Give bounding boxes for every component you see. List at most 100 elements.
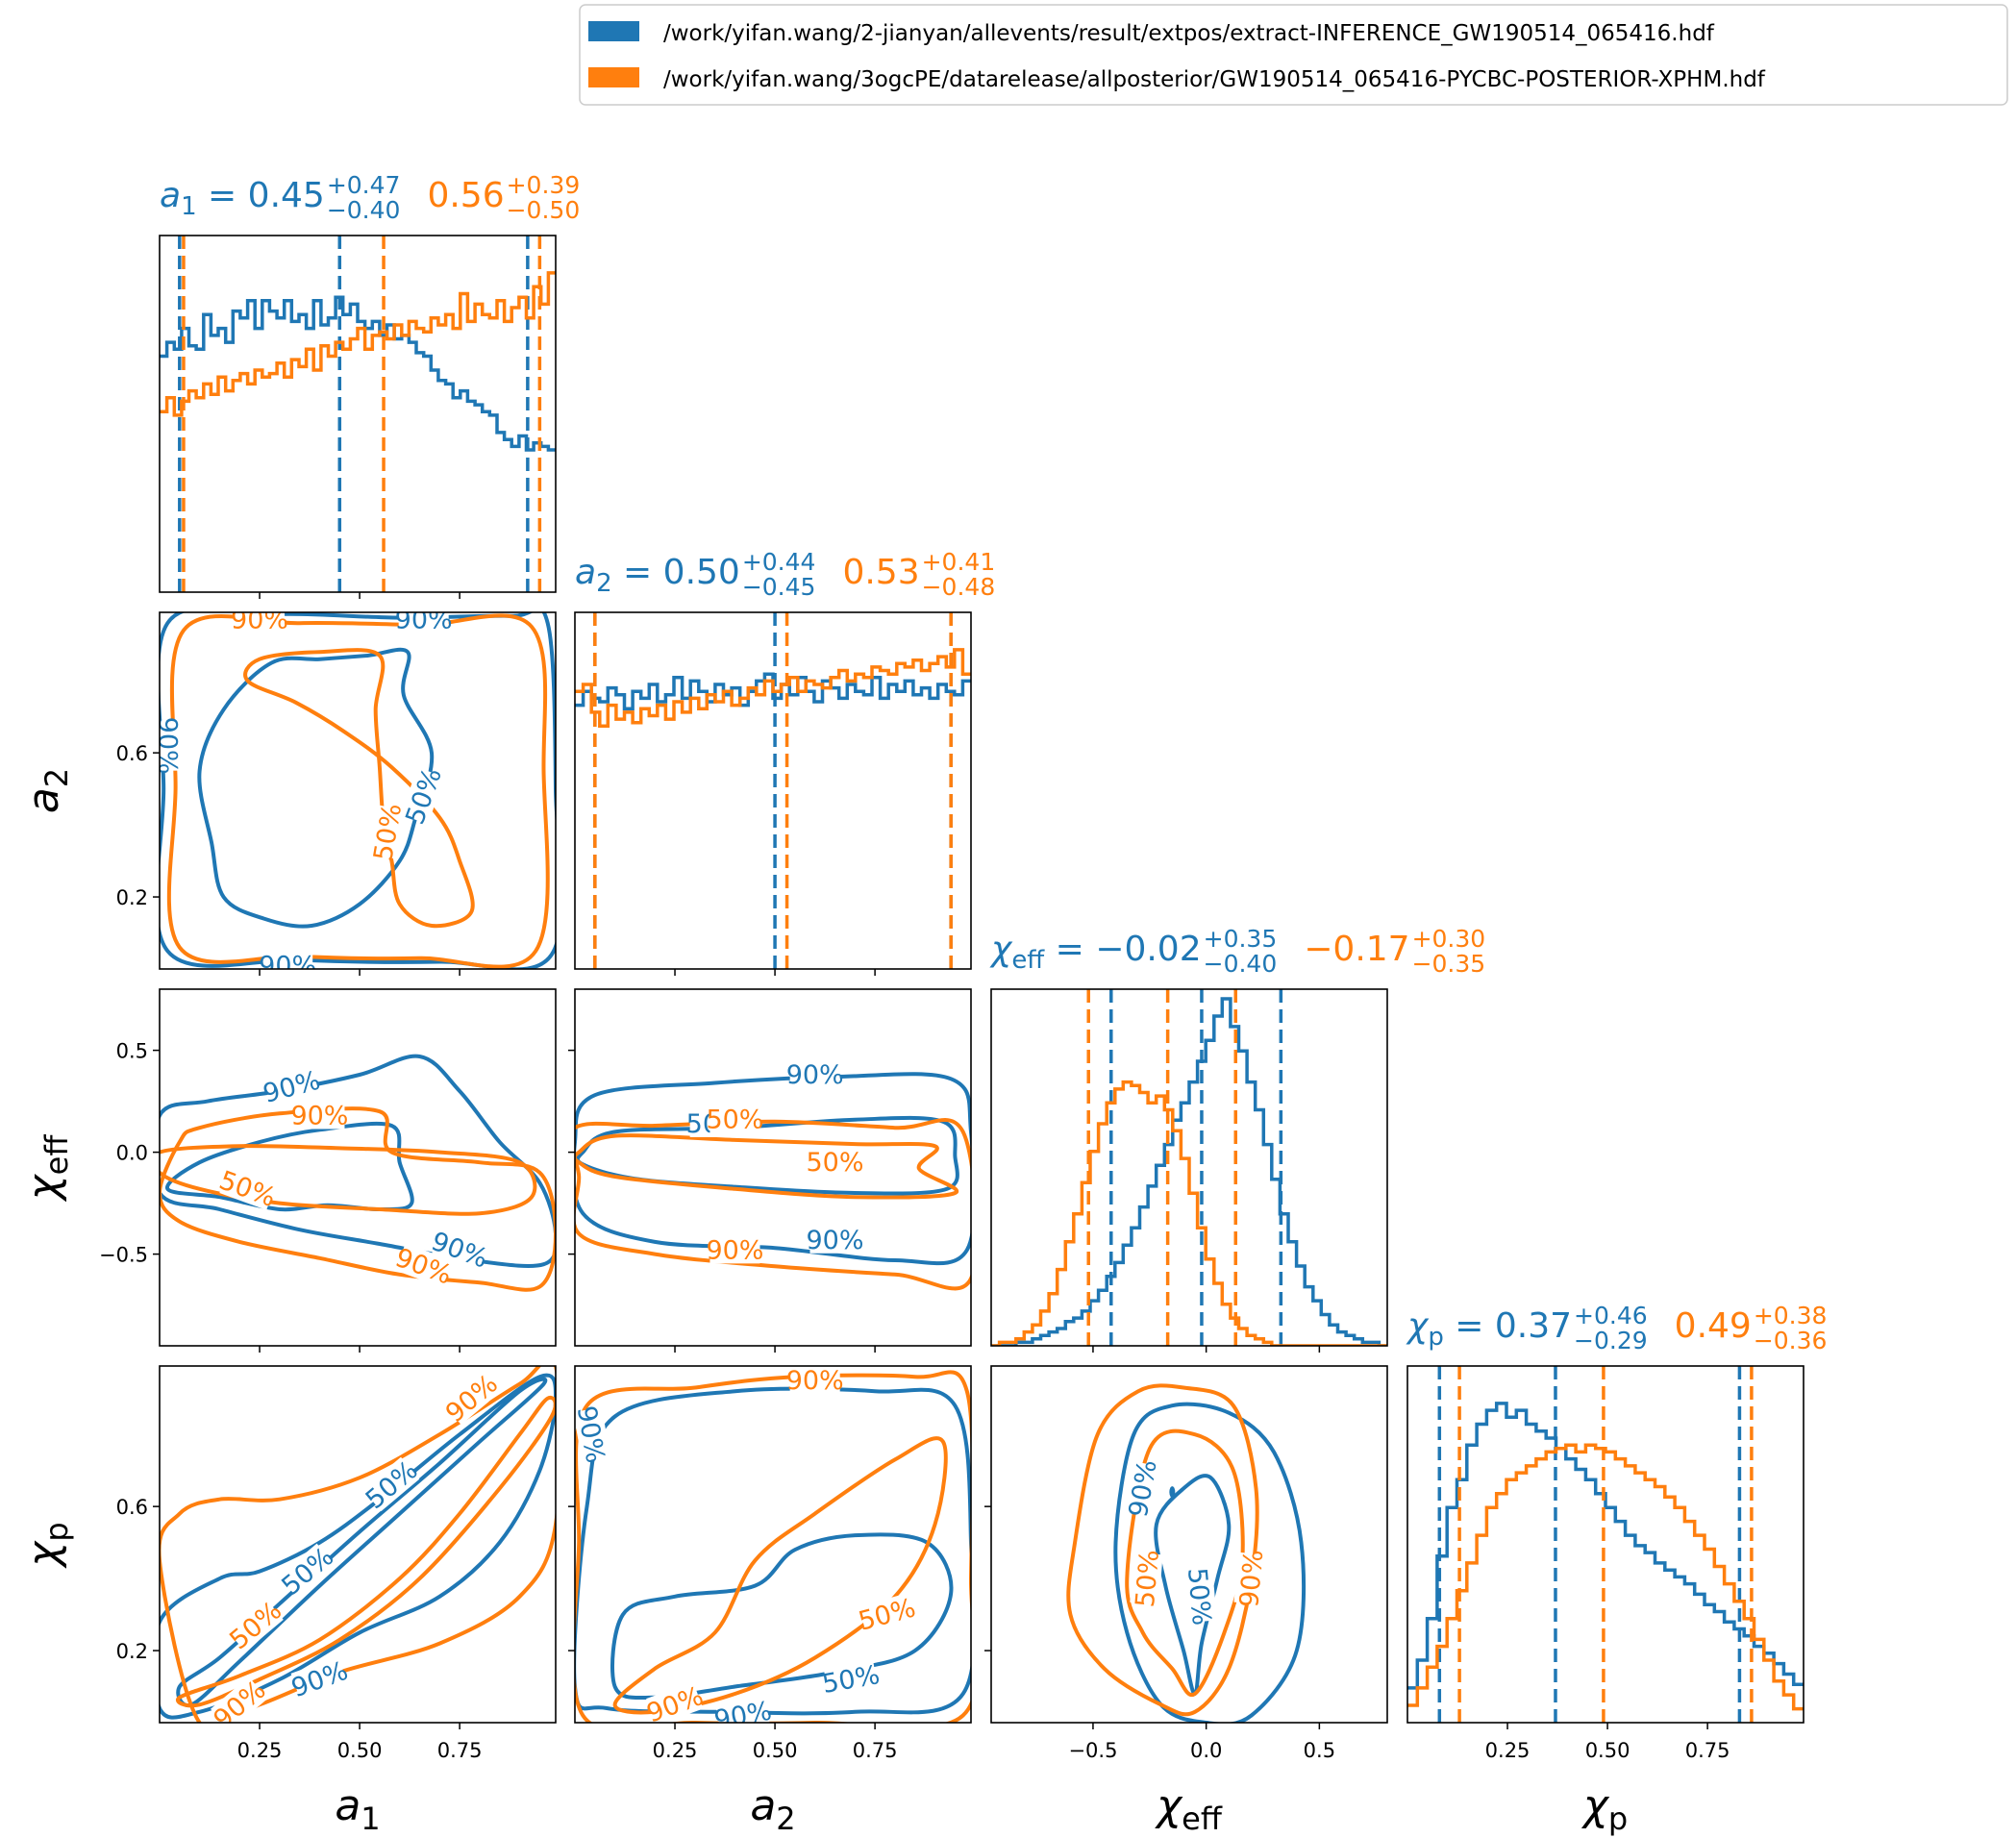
panel-content: 90%90%50%50%90% 90% [575, 1366, 971, 1723]
title-blue-plus: +0.46 [1574, 1302, 1648, 1329]
y-tick-label: 0.5 [116, 1040, 148, 1063]
contour-orange-50pct [176, 1395, 556, 1708]
title-subscript: eff [1011, 946, 1045, 975]
panel-3-2: 90% 50% 50% 90% −0.5 0.0 0.5 [984, 1365, 1388, 1762]
axis-label-symbol: χ [1155, 1781, 1183, 1830]
title-symbol: a [575, 553, 596, 592]
title-orange-median: 0.56 [427, 176, 504, 215]
x-tick-label: 0.50 [753, 1739, 798, 1762]
hist-orange-chi_p [1407, 1443, 1804, 1711]
legend-swatch-orange [588, 67, 639, 87]
contour-label: 90% [231, 605, 288, 634]
contour-label-bg [859, 1593, 915, 1634]
title-orange-minus: −0.50 [507, 196, 581, 224]
contour-label: 90% [1124, 1457, 1163, 1519]
axis-label-subscript: 2 [776, 1801, 795, 1837]
panel-content: 90% 90%90%50%50%90% [160, 605, 556, 969]
title-blue-median: 0.50 [663, 553, 740, 592]
contour-blue-50pct [165, 1121, 414, 1212]
contour-label: 90% [395, 605, 453, 634]
x-tick-label: 0.50 [337, 1739, 383, 1762]
title-orange-plus: +0.38 [1754, 1302, 1828, 1329]
hist-blue-a1 [160, 295, 556, 452]
contour-label-bg [367, 805, 406, 859]
contour-label: 50% [806, 1148, 863, 1178]
contour-label-bg [294, 1100, 345, 1130]
contour-label: 50% [1182, 1567, 1216, 1627]
y-tick-label: 0.0 [116, 1142, 148, 1165]
panel-content: 90% 50% 50% 90% [1066, 1383, 1307, 1723]
panel-frame [990, 988, 1388, 1347]
x-axis-label-a1: a1 [335, 1781, 380, 1837]
contour-label-bg [809, 1224, 860, 1254]
panel-frame [159, 235, 557, 593]
contour-orange-50pct [612, 1436, 948, 1715]
y-tick-label: 0.2 [116, 1640, 148, 1663]
x-axis-label-a2: a2 [750, 1781, 795, 1837]
panel-frame [1406, 1365, 1804, 1724]
contour-label-bg [575, 1406, 610, 1462]
contour-label: 90% [440, 1369, 504, 1428]
contour-label-bg [1233, 1552, 1267, 1605]
contour-label: 90% [786, 1366, 844, 1396]
panel-content [160, 236, 556, 592]
contour-blue-90pct [160, 612, 556, 969]
axis-label-symbol: χ [1581, 1781, 1610, 1830]
panel-title-chi_p: χp = 0.37 [1406, 1306, 1572, 1352]
contour-blue-90pct [1113, 1402, 1307, 1723]
title-symbol: χ [989, 930, 1013, 969]
panel-title-a2: a2 = 0.50 [575, 553, 740, 598]
hist-orange-a2 [575, 648, 971, 729]
contour-orange-50pct [575, 1133, 959, 1200]
contour-label-bg [160, 720, 184, 771]
x-tick-label: 0.75 [853, 1739, 898, 1762]
contour-label-bg [1130, 1552, 1163, 1605]
contour-blue-island [1169, 1486, 1176, 1499]
panel-content: 90%50%50%50%90%90% [575, 1059, 971, 1291]
contour-label-bg [809, 1147, 860, 1177]
x-tick-label: 0.0 [1190, 1739, 1222, 1762]
title-equals: = [1044, 930, 1095, 969]
panel-frame [574, 611, 972, 970]
x-axis-label-chi_p: χp [1581, 1781, 1628, 1837]
title-blue-median: 0.37 [1495, 1306, 1572, 1346]
axis-label-symbol: a [335, 1781, 361, 1830]
contour-orange-90pct [160, 1106, 556, 1292]
y-tick-label: 0.2 [116, 886, 148, 909]
title-subscript: 2 [596, 569, 612, 598]
title-orange-median: 0.53 [842, 553, 919, 592]
y-axis-label-chi_eff: χeff [19, 1134, 75, 1203]
contour-orange-50pct [160, 1144, 537, 1216]
title-equals: = [1444, 1306, 1495, 1346]
panel-title-orange-a2: 0.53 [842, 553, 919, 592]
y-axis-label-a2: a2 [19, 768, 75, 813]
panel-title-orange-chi_eff: −0.17 [1304, 930, 1409, 969]
panel-2-0: 90%90%50%90%90% −0.5 0.0 0.5 [99, 988, 557, 1353]
y-tick-label: 0.6 [116, 1496, 148, 1519]
hist-orange-chi_eff [991, 1080, 1387, 1346]
title-blue-minus: −0.40 [327, 196, 401, 224]
y-tick-label: −0.5 [99, 1244, 148, 1267]
contour-label-bg [431, 1227, 489, 1272]
panel-title-orange-a1: 0.56 [427, 176, 504, 215]
title-blue-plus: +0.35 [1204, 925, 1278, 953]
axis-label-symbol: a [19, 787, 68, 813]
contour-blue-90pct [575, 1386, 971, 1716]
axis-label-subscript: eff [1182, 1801, 1223, 1837]
contour-label-bg [1183, 1570, 1217, 1623]
contour-label-bg [709, 1104, 760, 1133]
contour-label-bg [398, 612, 449, 633]
panel-content [991, 989, 1387, 1346]
panel-content: 90%50%50%50%90%90% [160, 1366, 556, 1723]
y-tick-label: 0.6 [116, 742, 148, 765]
panel-content: 90%90%50%90%90% [160, 1054, 556, 1292]
axis-label-subscript: p [38, 1522, 75, 1541]
title-blue-minus: −0.40 [1204, 950, 1278, 978]
panel-1-1 [574, 611, 972, 976]
legend-frame [579, 4, 2008, 106]
contour-blue-50pct [610, 1532, 954, 1701]
contour-orange-90pct [166, 613, 550, 969]
title-equals: = [197, 176, 248, 215]
title-blue-median: 0.45 [248, 176, 325, 215]
x-tick-label: 0.25 [653, 1739, 698, 1762]
